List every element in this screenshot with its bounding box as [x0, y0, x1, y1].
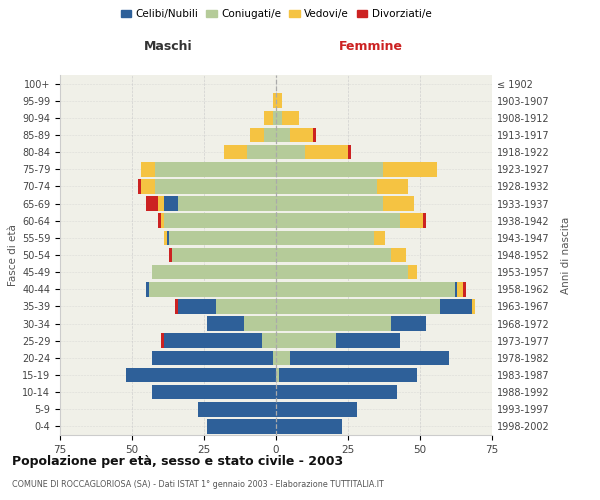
- Bar: [126, 368, 276, 382]
- Bar: [276, 334, 337, 348]
- Bar: [178, 299, 215, 314]
- Bar: [273, 94, 276, 108]
- Bar: [265, 110, 273, 125]
- Bar: [455, 282, 457, 296]
- Bar: [152, 265, 276, 280]
- Bar: [152, 350, 273, 365]
- Bar: [207, 316, 244, 331]
- Bar: [207, 419, 276, 434]
- Bar: [313, 128, 316, 142]
- Bar: [276, 385, 397, 400]
- Bar: [152, 385, 276, 400]
- Bar: [276, 368, 279, 382]
- Bar: [215, 299, 276, 314]
- Bar: [276, 94, 282, 108]
- Bar: [348, 145, 351, 160]
- Bar: [250, 128, 265, 142]
- Bar: [305, 145, 348, 160]
- Bar: [276, 162, 383, 176]
- Bar: [175, 299, 178, 314]
- Bar: [138, 179, 140, 194]
- Bar: [158, 214, 161, 228]
- Bar: [158, 196, 164, 211]
- Bar: [265, 128, 276, 142]
- Bar: [155, 179, 276, 194]
- Bar: [337, 334, 400, 348]
- Bar: [161, 334, 164, 348]
- Bar: [169, 248, 172, 262]
- Bar: [164, 230, 167, 245]
- Bar: [276, 350, 290, 365]
- Bar: [276, 316, 391, 331]
- Bar: [140, 162, 155, 176]
- Bar: [247, 145, 276, 160]
- Bar: [273, 350, 276, 365]
- Bar: [276, 299, 440, 314]
- Bar: [161, 214, 164, 228]
- Bar: [224, 145, 247, 160]
- Bar: [262, 334, 276, 348]
- Bar: [377, 179, 409, 194]
- Bar: [276, 214, 400, 228]
- Bar: [290, 350, 449, 365]
- Bar: [463, 282, 466, 296]
- Y-axis label: Fasce di età: Fasce di età: [8, 224, 18, 286]
- Text: COMUNE DI ROCCAGLORIOSA (SA) - Dati ISTAT 1° gennaio 2003 - Elaborazione TUTTITA: COMUNE DI ROCCAGLORIOSA (SA) - Dati ISTA…: [12, 480, 384, 489]
- Bar: [178, 196, 276, 211]
- Bar: [198, 402, 276, 416]
- Bar: [276, 230, 374, 245]
- Bar: [276, 179, 377, 194]
- Bar: [155, 162, 276, 176]
- Bar: [140, 179, 155, 194]
- Y-axis label: Anni di nascita: Anni di nascita: [561, 216, 571, 294]
- Bar: [164, 214, 276, 228]
- Bar: [276, 265, 409, 280]
- Bar: [391, 248, 406, 262]
- Bar: [276, 419, 342, 434]
- Bar: [440, 299, 472, 314]
- Bar: [276, 110, 282, 125]
- Bar: [244, 316, 276, 331]
- Bar: [167, 230, 169, 245]
- Bar: [172, 248, 276, 262]
- Bar: [457, 282, 463, 296]
- Bar: [409, 265, 417, 280]
- Bar: [282, 110, 299, 125]
- Bar: [279, 368, 417, 382]
- Bar: [383, 162, 437, 176]
- Bar: [400, 214, 423, 228]
- Bar: [276, 196, 383, 211]
- Bar: [149, 282, 276, 296]
- Bar: [276, 145, 305, 160]
- Bar: [276, 402, 356, 416]
- Bar: [276, 128, 290, 142]
- Legend: Celibi/Nubili, Coniugati/e, Vedovi/e, Divorziati/e: Celibi/Nubili, Coniugati/e, Vedovi/e, Di…: [116, 5, 436, 24]
- Bar: [164, 334, 262, 348]
- Bar: [164, 196, 178, 211]
- Text: Femmine: Femmine: [339, 40, 403, 52]
- Bar: [391, 316, 426, 331]
- Bar: [383, 196, 414, 211]
- Bar: [423, 214, 426, 228]
- Bar: [276, 282, 455, 296]
- Text: Maschi: Maschi: [143, 40, 193, 52]
- Bar: [472, 299, 475, 314]
- Text: Popolazione per età, sesso e stato civile - 2003: Popolazione per età, sesso e stato civil…: [12, 455, 343, 468]
- Bar: [276, 248, 391, 262]
- Bar: [290, 128, 313, 142]
- Bar: [146, 282, 149, 296]
- Bar: [273, 110, 276, 125]
- Bar: [374, 230, 385, 245]
- Bar: [169, 230, 276, 245]
- Bar: [146, 196, 158, 211]
